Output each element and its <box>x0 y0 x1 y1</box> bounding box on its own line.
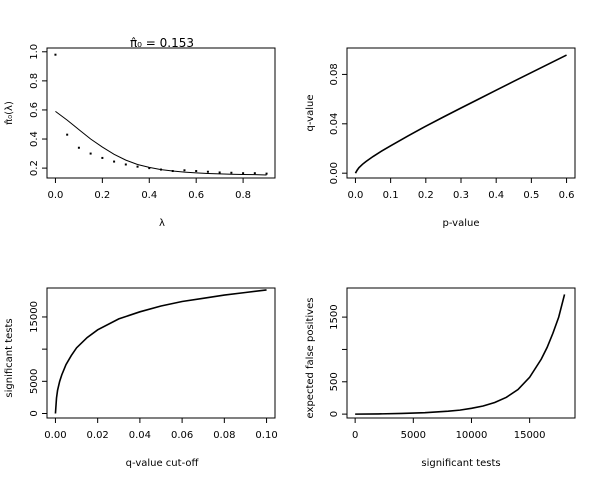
y-tick-label: 1500 <box>329 304 340 329</box>
x-tick-label: 0.04 <box>129 430 151 441</box>
y-tick-label: 15000 <box>29 301 40 333</box>
y-tick-label: 0.08 <box>329 63 340 85</box>
x-axis-label: p-value <box>442 218 479 229</box>
x-tick-label: 0.02 <box>87 430 109 441</box>
x-tick-label: 0.10 <box>255 430 277 441</box>
x-tick-label: 0.06 <box>171 430 193 441</box>
x-ticks: 0.0 0.2 0.4 0.6 0.8 <box>47 178 251 201</box>
panel-significant-tests: q-value cut-off significant tests 0.00 0.… <box>4 287 278 469</box>
x-tick-label: 5000 <box>401 430 426 441</box>
x-tick-label: 0.1 <box>383 190 399 201</box>
x-ticks: 0.0 0.1 0.2 0.3 0.4 0.5 0.6 <box>347 178 575 201</box>
x-axis-label: λ <box>159 218 165 229</box>
data-point <box>101 156 104 159</box>
data-point <box>206 170 209 173</box>
panel-pi0-estimate: π̂₀ = 0.153 λ π̂₀(λ) 0.0 0.2 0.4 0.6 0.8 0.2… <box>3 36 276 229</box>
y-tick-label: 0.04 <box>329 113 340 135</box>
series-line <box>55 110 267 176</box>
data-point <box>77 146 80 149</box>
x-tick-label: 0 <box>352 430 358 441</box>
data-point <box>66 133 69 136</box>
data-marks <box>354 54 567 174</box>
x-tick-label: 0.6 <box>188 190 204 201</box>
chart-title: π̂₀ = 0.153 <box>130 36 194 50</box>
data-point <box>89 152 92 155</box>
plot-frame <box>46 287 276 419</box>
y-axis-label: π̂₀(λ) <box>3 101 15 125</box>
x-tick-label: 0.3 <box>453 190 469 201</box>
series-line <box>355 294 566 415</box>
y-ticks: 0.00 0.04 0.08 <box>329 63 347 184</box>
data-point <box>148 167 151 170</box>
y-tick-label: 500 <box>329 372 340 391</box>
data-point <box>183 169 186 172</box>
x-tick-label: 0.0 <box>47 190 63 201</box>
x-ticks: 0 5000 10000 15000 <box>352 418 546 441</box>
data-point <box>136 165 139 168</box>
panel-qvalue-vs-pvalue: p-value q-value 0.0 0.1 0.2 0.3 0.4 0.5 0.6 0.… <box>305 47 576 229</box>
data-point <box>218 171 221 174</box>
y-ticks: 0.2 0.4 0.6 0.8 1.0 <box>29 44 47 176</box>
data-point <box>265 172 268 175</box>
x-tick-label: 0.4 <box>141 190 157 201</box>
series-line <box>54 289 267 414</box>
data-point <box>113 160 116 163</box>
x-tick-label: 0.08 <box>213 430 235 441</box>
data-marks <box>355 294 566 415</box>
x-tick-label: 0.00 <box>44 430 66 441</box>
x-tick-label: 0.0 <box>347 190 363 201</box>
data-marks <box>54 289 267 414</box>
data-point <box>253 172 256 175</box>
plot-frame <box>46 47 276 179</box>
y-tick-label: 0.2 <box>29 160 40 176</box>
x-tick-label: 10000 <box>456 430 488 441</box>
y-tick-label: 0.4 <box>29 131 40 147</box>
y-tick-label: 1.0 <box>29 44 40 60</box>
data-point <box>124 163 127 166</box>
y-ticks: 0 5000 15000 <box>29 301 47 417</box>
plot-frame <box>346 287 576 419</box>
x-tick-label: 0.2 <box>418 190 434 201</box>
data-marks <box>54 53 268 176</box>
y-tick-label: 0 <box>329 411 340 417</box>
x-tick-label: 0.5 <box>523 190 539 201</box>
data-point <box>195 170 198 173</box>
data-point <box>242 172 245 175</box>
y-ticks: 0 500 1500 <box>329 304 347 417</box>
x-tick-label: 0.4 <box>488 190 504 201</box>
x-axis-label: significant tests <box>421 458 500 469</box>
y-tick-label: 5000 <box>29 369 40 394</box>
series-line <box>354 54 567 174</box>
x-tick-label: 0.6 <box>559 190 575 201</box>
x-tick-label: 0.8 <box>235 190 251 201</box>
x-ticks: 0.00 0.02 0.04 0.06 0.08 0.10 <box>44 418 278 441</box>
x-tick-label: 0.2 <box>94 190 110 201</box>
y-axis-label: q-value <box>305 94 316 131</box>
y-tick-label: 0.00 <box>329 162 340 184</box>
y-axis-label: expected false positives <box>305 298 316 419</box>
data-point <box>230 171 233 174</box>
x-tick-label: 15000 <box>514 430 546 441</box>
data-point <box>54 53 57 56</box>
y-tick-label: 0 <box>29 410 40 416</box>
y-tick-label: 0.8 <box>29 73 40 89</box>
y-tick-label: 0.6 <box>29 102 40 118</box>
panel-expected-false-positives: significant tests expected false positiv… <box>305 287 576 469</box>
x-axis-label: q-value cut-off <box>126 458 200 469</box>
y-axis-label: significant tests <box>4 318 15 397</box>
